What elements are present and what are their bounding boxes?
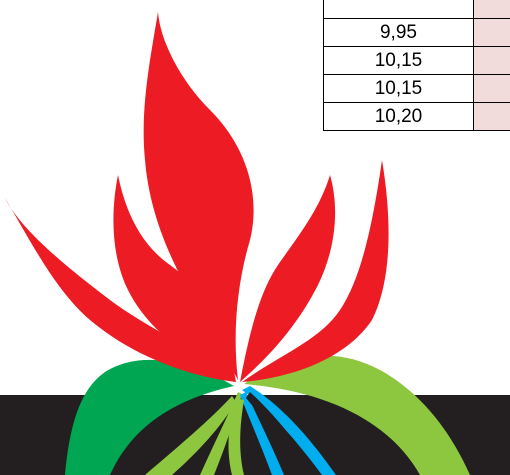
price-cell: 10,15 — [323, 46, 474, 75]
table-row: 10,15 — [323, 74, 510, 103]
root-blue-2 — [240, 392, 284, 475]
root-green-small — [228, 398, 244, 475]
tinted-cell — [472, 74, 510, 103]
root-dark — [246, 392, 320, 475]
price-cell: 9,95 — [323, 18, 474, 47]
petal-right-mid — [240, 175, 336, 382]
table-row: 9,95 — [323, 18, 510, 47]
price-table: 9,95 10,15 10,15 10,20 — [323, 0, 510, 131]
tinted-cell — [472, 18, 510, 47]
petal-left-mid — [113, 175, 236, 382]
tinted-cell — [472, 0, 510, 19]
root-left — [200, 392, 242, 475]
leaf-bottom-light-green — [145, 396, 236, 475]
table-row: 10,15 — [323, 46, 510, 75]
price-cell — [323, 0, 474, 19]
price-cell: 10,20 — [323, 102, 474, 131]
leaf-right-light-green — [244, 355, 470, 475]
table-row: 10,20 — [323, 102, 510, 131]
petal-right-outer — [242, 160, 389, 382]
petal-center-tall — [143, 12, 254, 380]
leaf-left-dark-green — [65, 359, 234, 475]
tinted-cell — [472, 102, 510, 131]
price-cell: 10,15 — [323, 74, 474, 103]
tinted-cell — [472, 46, 510, 75]
table-row — [323, 0, 510, 19]
